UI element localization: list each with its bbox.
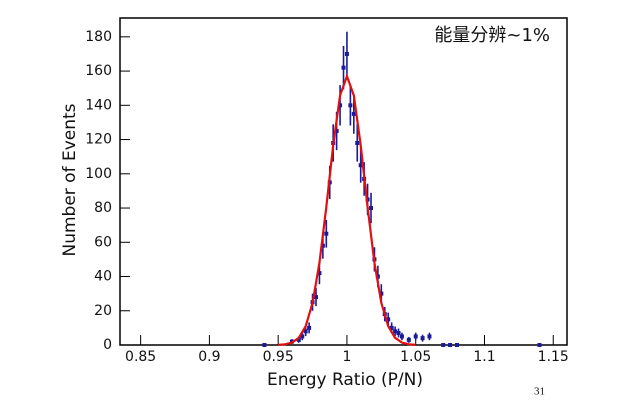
- data-point: [341, 65, 346, 70]
- annotation: 能量分辨~1%: [434, 25, 550, 46]
- x-tick-label: 1: [342, 349, 351, 365]
- data-point: [334, 128, 339, 133]
- page-number: 31: [534, 386, 545, 398]
- y-tick-label: 80: [94, 200, 112, 216]
- data-point: [351, 111, 356, 116]
- data-point: [320, 243, 325, 248]
- data-point: [448, 343, 453, 347]
- data-point: [358, 163, 363, 168]
- y-tick-label: 20: [94, 303, 112, 319]
- x-tick-label: 0.95: [263, 349, 294, 365]
- y-axis-label: Number of Events: [60, 103, 80, 256]
- data-point: [420, 336, 425, 341]
- plot-frame: [119, 17, 568, 346]
- y-tick-label: 180: [85, 29, 112, 45]
- data-point: [386, 317, 391, 322]
- data-point: [313, 295, 318, 300]
- x-tick-label: 0.85: [125, 349, 156, 365]
- data-point: [344, 51, 349, 56]
- y-tick-label: 100: [85, 166, 112, 182]
- x-tick-label: 1.15: [538, 349, 569, 365]
- data-point: [393, 329, 398, 334]
- x-tick-label: 0.9: [198, 349, 220, 365]
- data-point: [454, 343, 459, 347]
- x-tick-label: 1.05: [400, 349, 431, 365]
- data-point: [262, 343, 267, 347]
- data-point: [399, 334, 404, 339]
- y-tick-label: 120: [85, 132, 112, 148]
- data-point: [348, 103, 353, 108]
- data-point: [413, 334, 418, 339]
- data-point: [406, 337, 411, 342]
- data-point: [303, 329, 308, 334]
- y-tick-label: 0: [103, 337, 112, 353]
- y-tick-label: 140: [85, 97, 112, 113]
- data-point: [389, 325, 394, 330]
- data-point: [300, 334, 305, 339]
- data-point: [324, 231, 329, 236]
- data-point: [355, 140, 360, 145]
- data-point: [317, 271, 322, 276]
- data-point: [427, 334, 432, 339]
- data-point: [537, 343, 542, 347]
- data-point: [379, 291, 384, 296]
- y-tick-label: 60: [94, 234, 112, 250]
- x-tick-label: 1.1: [473, 349, 495, 365]
- data-point: [307, 325, 312, 330]
- y-tick-label: 160: [85, 63, 112, 79]
- fit-curve: [278, 72, 416, 346]
- data-point: [396, 331, 401, 336]
- x-axis-label: Energy Ratio (P/N): [267, 370, 423, 390]
- data-point: [441, 343, 446, 347]
- data-point: [338, 103, 343, 108]
- data-point: [369, 206, 374, 211]
- y-tick-label: 40: [94, 269, 112, 285]
- data-point: [296, 337, 301, 342]
